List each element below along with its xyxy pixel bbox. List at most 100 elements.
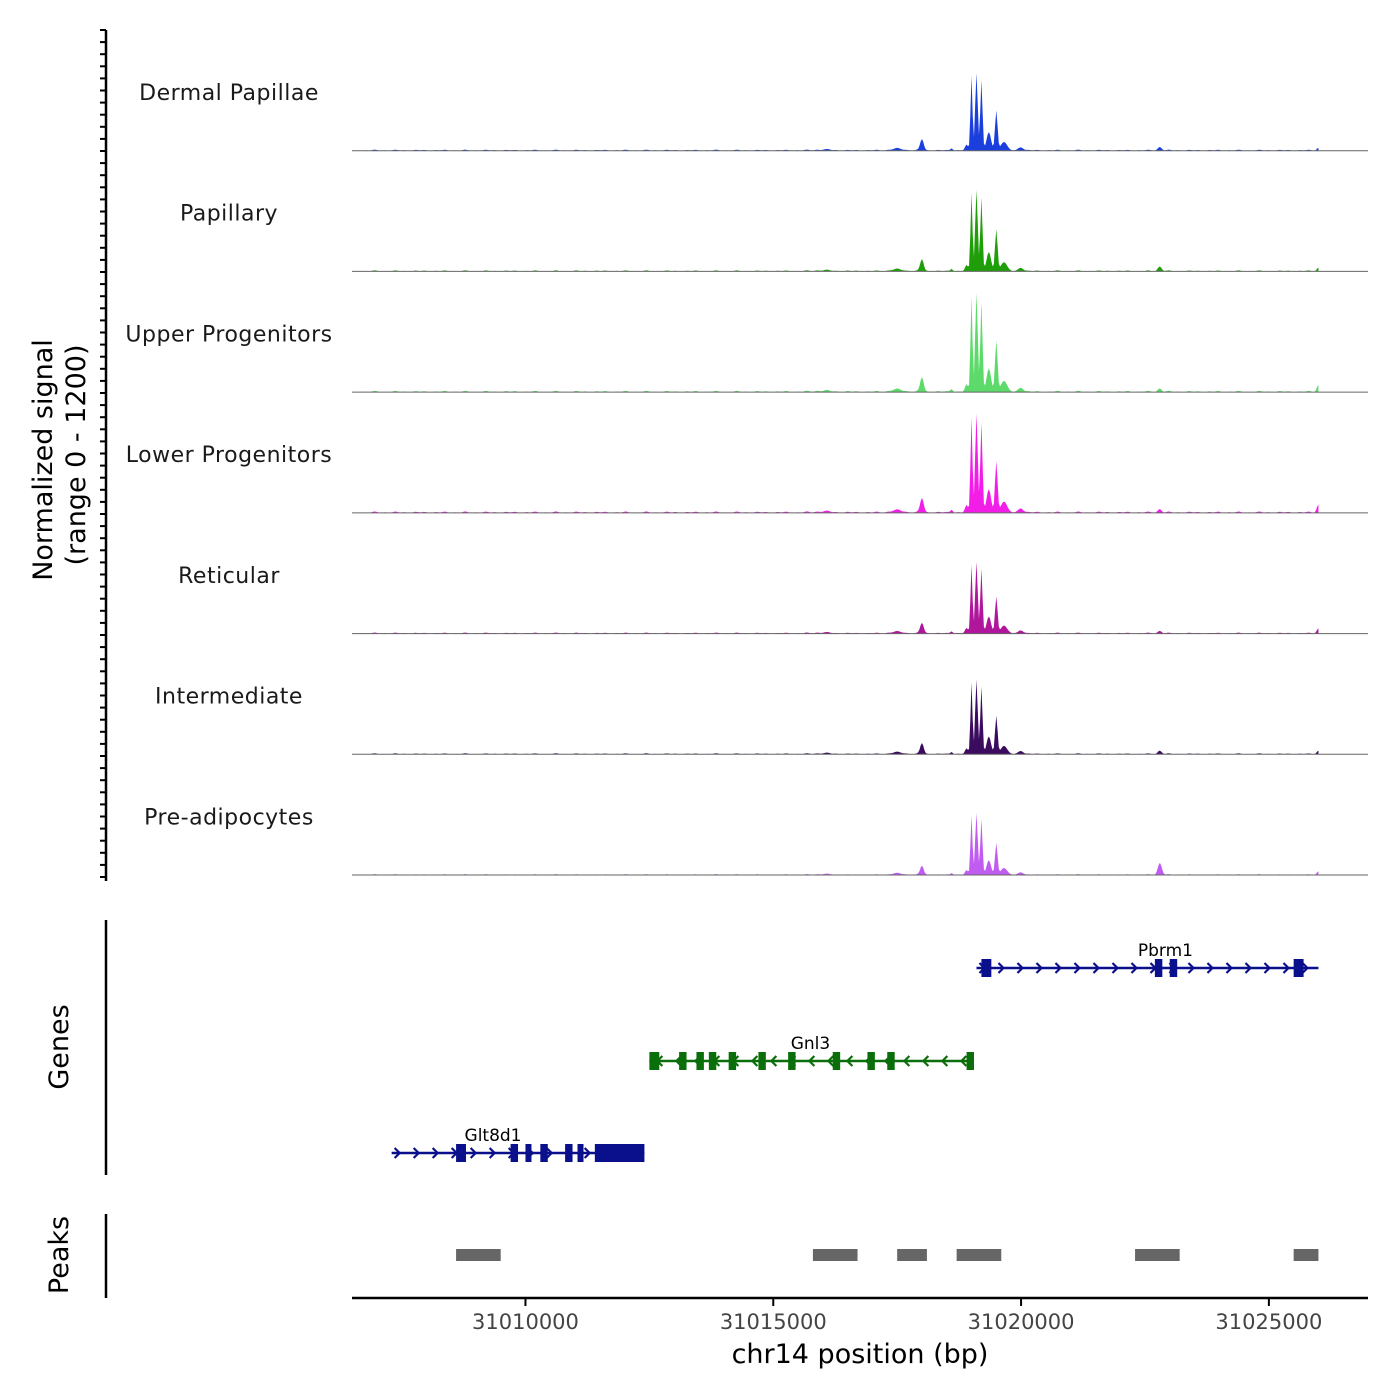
gene-exon bbox=[577, 1144, 584, 1162]
coverage-area bbox=[352, 189, 1319, 272]
gene-exon bbox=[594, 1144, 645, 1162]
strand-arrow bbox=[1111, 962, 1120, 974]
strand-arrow bbox=[1092, 962, 1101, 974]
strand-arrow bbox=[1016, 962, 1025, 974]
strand-arrow bbox=[583, 1147, 592, 1159]
strand-arrow bbox=[431, 1147, 440, 1159]
x-axis-title: chr14 position (bp) bbox=[732, 1339, 989, 1370]
strand-arrow bbox=[488, 1147, 497, 1159]
gene-exon bbox=[679, 1052, 687, 1070]
genes-label: Genes bbox=[44, 1004, 75, 1089]
peak-region bbox=[956, 1249, 1002, 1261]
gene-gnl3: Gnl3 bbox=[649, 1034, 974, 1070]
strand-arrow bbox=[1130, 962, 1139, 974]
gene-name: Gnl3 bbox=[791, 1034, 831, 1054]
track-label: Upper Progenitors bbox=[125, 322, 332, 347]
strand-arrow bbox=[1301, 962, 1310, 974]
strand-arrow bbox=[1073, 962, 1082, 974]
track-label: Dermal Papillae bbox=[139, 81, 319, 106]
gene-exon bbox=[510, 1144, 519, 1162]
x-tick-label: 31025000 bbox=[1215, 1310, 1322, 1334]
strand-arrow bbox=[1225, 962, 1234, 974]
gene-pbrm1: Pbrm1 bbox=[976, 941, 1319, 977]
strand-arrow bbox=[1035, 962, 1044, 974]
gene-exon bbox=[708, 1052, 717, 1070]
peak-region bbox=[1293, 1249, 1319, 1261]
peaks-panel bbox=[456, 1249, 1319, 1261]
track-papillary: Papillary bbox=[180, 189, 1368, 272]
strand-arrow bbox=[959, 1055, 968, 1067]
coverage-area bbox=[352, 292, 1319, 393]
gene-exon bbox=[887, 1052, 895, 1070]
track-reticular: Reticular bbox=[178, 561, 1368, 635]
strand-arrow bbox=[469, 1147, 478, 1159]
track-label: Lower Progenitors bbox=[126, 443, 332, 468]
gene-exon bbox=[867, 1052, 875, 1070]
strand-arrow bbox=[1263, 962, 1272, 974]
y-axis-title: Normalized signal (range 0 - 1200) bbox=[28, 339, 92, 581]
y-axis-title-line2: (range 0 - 1200) bbox=[61, 345, 92, 566]
strand-arrow bbox=[1206, 962, 1215, 974]
track-label: Reticular bbox=[178, 564, 280, 589]
strand-arrow bbox=[750, 1055, 759, 1067]
peak-region bbox=[812, 1249, 858, 1261]
genes-panel: Pbrm1 Gnl3 Glt8d1 bbox=[391, 941, 1319, 1162]
x-tick-label: 31010000 bbox=[472, 1310, 579, 1334]
gene-exon bbox=[1154, 959, 1163, 977]
gene-exon bbox=[540, 1144, 548, 1162]
y-axis-title-line1: Normalized signal bbox=[28, 339, 59, 581]
track-dermal-papillae: Dermal Papillae bbox=[139, 73, 1368, 152]
peak-region bbox=[897, 1249, 927, 1261]
strand-arrow bbox=[807, 1055, 816, 1067]
strand-arrow bbox=[1244, 962, 1253, 974]
gene-exon bbox=[966, 1052, 974, 1070]
x-axis-ticks: 31010000 31015000 31020000 31025000 bbox=[472, 1298, 1322, 1334]
track-label: Pre-adipocytes bbox=[144, 805, 314, 830]
strand-arrow bbox=[412, 1147, 421, 1159]
x-tick-label: 31015000 bbox=[720, 1310, 827, 1334]
gene-exon bbox=[525, 1144, 532, 1162]
peaks-label: Peaks bbox=[44, 1216, 75, 1294]
gene-exon bbox=[832, 1052, 841, 1070]
gene-exon bbox=[1293, 959, 1304, 977]
track-label: Intermediate bbox=[155, 685, 303, 710]
y-axis-ticks bbox=[100, 29, 106, 878]
coverage-tracks: Dermal Papillae Papillary Upper Progenitor… bbox=[125, 73, 1368, 876]
coverage-area bbox=[352, 561, 1319, 634]
gene-exon bbox=[1169, 959, 1178, 977]
coverage-area bbox=[352, 73, 1319, 151]
strand-arrow bbox=[1282, 962, 1291, 974]
gene-exon bbox=[696, 1052, 704, 1070]
track-lower-progenitors: Lower Progenitors bbox=[126, 413, 1368, 514]
gene-name: Glt8d1 bbox=[465, 1126, 522, 1146]
gene-exon bbox=[728, 1052, 737, 1070]
track-label: Papillary bbox=[180, 202, 278, 227]
gene-exon bbox=[456, 1144, 466, 1162]
gene-name: Pbrm1 bbox=[1138, 941, 1193, 961]
coverage-area bbox=[352, 813, 1319, 875]
gene-exon bbox=[758, 1052, 766, 1070]
peak-region bbox=[456, 1249, 501, 1261]
strand-arrow bbox=[393, 1147, 402, 1159]
gene-exon bbox=[981, 959, 992, 977]
strand-arrow bbox=[940, 1055, 949, 1067]
gene-exon bbox=[649, 1052, 660, 1070]
coverage-area bbox=[352, 413, 1319, 513]
gene-exon bbox=[565, 1144, 573, 1162]
strand-arrow bbox=[1054, 962, 1063, 974]
strand-arrow bbox=[826, 1055, 835, 1067]
track-upper-progenitors: Upper Progenitors bbox=[125, 292, 1368, 393]
strand-arrow bbox=[769, 1055, 778, 1067]
strand-arrow bbox=[902, 1055, 911, 1067]
track-intermediate: Intermediate bbox=[155, 679, 1368, 755]
peak-region bbox=[1135, 1249, 1180, 1261]
strand-arrow bbox=[1187, 962, 1196, 974]
coverage-area bbox=[352, 679, 1319, 755]
gene-glt8d1: Glt8d1 bbox=[391, 1126, 645, 1162]
strand-arrow bbox=[997, 962, 1006, 974]
strand-arrow bbox=[921, 1055, 930, 1067]
gene-exon bbox=[788, 1052, 796, 1070]
x-tick-label: 31020000 bbox=[968, 1310, 1075, 1334]
strand-arrow bbox=[545, 1147, 554, 1159]
